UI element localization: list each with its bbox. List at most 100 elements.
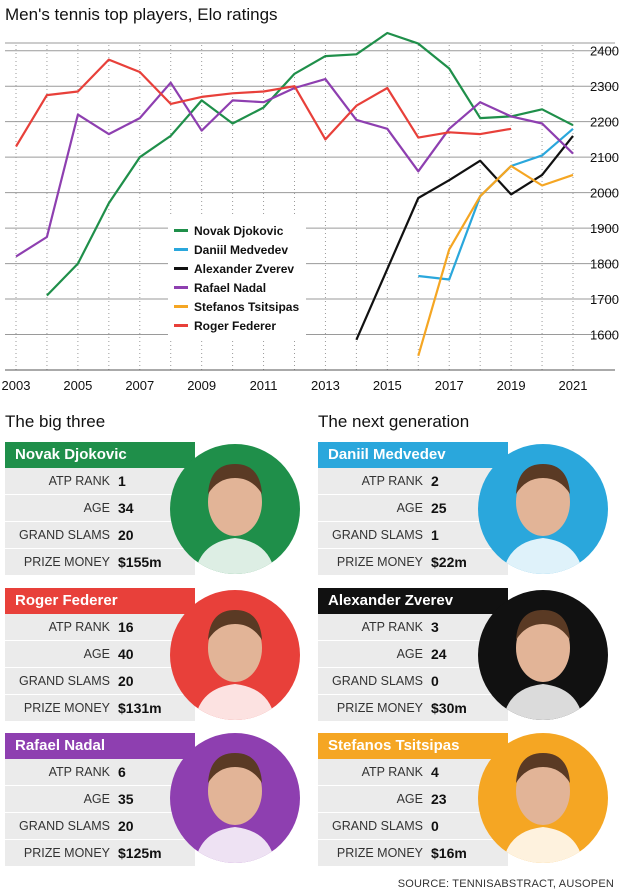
y-tick-label: 2100	[590, 150, 619, 165]
player-portrait	[170, 590, 300, 720]
player-card-zverev: Alexander Zverev ATP RANK 3 AGE 24 GRAND S…	[318, 588, 616, 730]
stat-label: GRAND SLAMS	[19, 674, 110, 688]
player-card-federer: Roger Federer ATP RANK 16 AGE 40 GRAND SLA…	[5, 588, 303, 730]
portrait-shoulders	[503, 538, 583, 574]
player-portrait	[478, 590, 608, 720]
stat-value: 20	[118, 818, 134, 834]
stat-value: $22m	[431, 554, 467, 570]
stat-row-money: PRIZE MONEY $22m	[318, 549, 508, 576]
portrait-hair	[208, 610, 262, 640]
y-tick-label: 1900	[590, 221, 619, 236]
portrait-hair	[516, 610, 570, 640]
stats-table: ATP RANK 2 AGE 25 GRAND SLAMS 1 PRIZE MONEY…	[318, 468, 508, 576]
stats-table: ATP RANK 6 AGE 35 GRAND SLAMS 20 PRIZE MONE…	[5, 759, 195, 867]
legend-swatch	[174, 267, 188, 270]
stat-value: 0	[431, 673, 439, 689]
series-line	[15, 58, 512, 148]
stat-value: 20	[118, 527, 134, 543]
portrait-face	[208, 757, 262, 825]
legend-item: Alexander Zverev	[174, 259, 300, 278]
legend-label: Novak Djokovic	[194, 223, 284, 238]
elo-line-chart: 1600 1700 1800 1900 2000 2100 2200 2300 2400 2003…	[2, 31, 619, 393]
stat-label: AGE	[396, 647, 423, 661]
stat-value: 4	[431, 764, 439, 780]
stat-value: $30m	[431, 700, 467, 716]
legend-swatch	[174, 324, 188, 327]
legend-label: Daniil Medvedev	[194, 242, 289, 257]
player-name-header: Rafael Nadal	[5, 733, 195, 759]
stat-row-age: AGE 34	[5, 495, 195, 522]
stat-row-rank: ATP RANK 2	[318, 468, 508, 495]
stat-label: ATP RANK	[48, 620, 110, 634]
stat-value: 20	[118, 673, 134, 689]
stat-row-slams: GRAND SLAMS 20	[5, 813, 195, 840]
stat-label: AGE	[396, 792, 423, 806]
stat-value: 1	[118, 473, 126, 489]
y-tick-label: 1800	[590, 257, 619, 272]
portrait-shoulders	[195, 538, 275, 574]
stat-row-age: AGE 25	[318, 495, 508, 522]
portrait-shoulders	[195, 684, 275, 720]
legend-swatch	[174, 248, 188, 251]
legend-item: Rafael Nadal	[174, 278, 300, 297]
stat-label: GRAND SLAMS	[332, 819, 423, 833]
stat-label: PRIZE MONEY	[336, 701, 423, 715]
stat-value: 1	[431, 527, 439, 543]
player-name-header: Daniil Medvedev	[318, 442, 508, 468]
legend-label: Stefanos Tsitsipas	[194, 299, 300, 314]
legend-swatch	[174, 286, 188, 289]
x-tick-label: 2017	[435, 378, 464, 393]
legend-item: Daniil Medvedev	[174, 240, 300, 259]
stat-label: ATP RANK	[361, 620, 423, 634]
legend-label: Roger Federer	[194, 318, 277, 333]
stats-table: ATP RANK 4 AGE 23 GRAND SLAMS 0 PRIZE MONEY…	[318, 759, 508, 867]
stat-label: ATP RANK	[361, 765, 423, 779]
stat-row-money: PRIZE MONEY $125m	[5, 840, 195, 867]
stat-row-slams: GRAND SLAMS 20	[5, 522, 195, 549]
section-title-next-generation: The next generation	[318, 412, 470, 431]
portrait-face	[208, 614, 262, 682]
stat-value: 40	[118, 646, 134, 662]
stat-row-rank: ATP RANK 3	[318, 614, 508, 641]
portrait-shoulders	[503, 684, 583, 720]
portrait-shoulders	[503, 827, 583, 863]
stat-label: ATP RANK	[48, 474, 110, 488]
stat-row-rank: ATP RANK 1	[5, 468, 195, 495]
player-card-djokovic: Novak Djokovic ATP RANK 1 AGE 34 GRAND SLA…	[5, 442, 303, 584]
stat-row-money: PRIZE MONEY $16m	[318, 840, 508, 867]
stat-label: ATP RANK	[361, 474, 423, 488]
stat-value: 35	[118, 791, 134, 807]
stat-value: 0	[431, 818, 439, 834]
x-tick-label: 2003	[2, 378, 31, 393]
chart-legend: Novak Djokovic Daniil Medvedev Alexander…	[168, 217, 306, 341]
portrait-hair	[516, 753, 570, 783]
y-tick-label: 1600	[590, 328, 619, 343]
stat-row-money: PRIZE MONEY $131m	[5, 695, 195, 722]
series-line	[417, 164, 574, 357]
stat-row-money: PRIZE MONEY $30m	[318, 695, 508, 722]
section-title-big-three: The big three	[5, 412, 106, 431]
player-name-header: Alexander Zverev	[318, 588, 508, 614]
stat-value: $131m	[118, 700, 162, 716]
player-portrait	[478, 444, 608, 574]
legend-item: Roger Federer	[174, 316, 300, 335]
player-name-header: Roger Federer	[5, 588, 195, 614]
stat-label: GRAND SLAMS	[332, 674, 423, 688]
stat-row-age: AGE 23	[318, 786, 508, 813]
stat-label: PRIZE MONEY	[23, 846, 110, 860]
player-name-header: Stefanos Tsitsipas	[318, 733, 508, 759]
stat-label: GRAND SLAMS	[19, 819, 110, 833]
player-card-tsitsipas: Stefanos Tsitsipas ATP RANK 4 AGE 23 GRAND…	[318, 733, 616, 875]
chart-title: Men's tennis top players, Elo ratings	[5, 5, 278, 24]
x-tick-label: 2019	[497, 378, 526, 393]
stat-row-slams: GRAND SLAMS 1	[318, 522, 508, 549]
stats-table: ATP RANK 3 AGE 24 GRAND SLAMS 0 PRIZE MONEY…	[318, 614, 508, 722]
x-tick-label: 2021	[559, 378, 588, 393]
stat-row-rank: ATP RANK 6	[5, 759, 195, 786]
stat-value: 6	[118, 764, 126, 780]
stat-label: GRAND SLAMS	[332, 528, 423, 542]
portrait-hair	[208, 464, 262, 494]
legend-swatch	[174, 229, 188, 232]
player-portrait	[170, 733, 300, 863]
stat-value: 25	[431, 500, 447, 516]
